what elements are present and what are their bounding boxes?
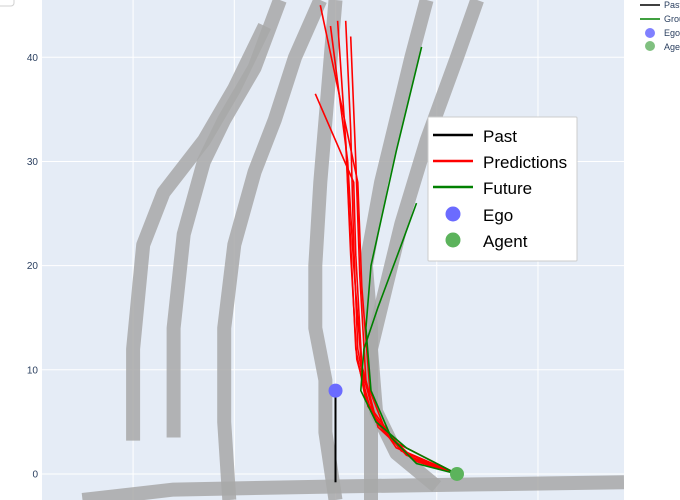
legend-label-future: Future [483, 179, 532, 198]
lane-segment [126, 22, 271, 441]
y-tick-label: 30 [27, 157, 39, 168]
legend-label-past: Past [483, 127, 517, 146]
side-legend-swatch-agent [645, 41, 655, 51]
side-legend-label-ground: Ground [664, 14, 680, 24]
legend-swatch-agent [445, 232, 461, 248]
lane-segment [166, 0, 287, 438]
agent-marker [449, 466, 464, 481]
legend-label-ego: Ego [483, 206, 513, 225]
y-tick-label: 0 [32, 469, 38, 480]
ego-marker [328, 383, 343, 398]
future-line [365, 46, 458, 475]
side-legend-swatch-ego [645, 28, 655, 38]
future-layer [359, 46, 458, 475]
lane-segment [308, 0, 343, 500]
prediction-line [344, 20, 458, 475]
future-line [359, 202, 458, 475]
y-axis-ticks: 0 10 20 30 40 [27, 53, 39, 481]
main-legend[interactable]: Past Predictions Future Ego Agent [427, 116, 578, 262]
modebar-button[interactable] [0, 0, 15, 7]
legend-box [427, 116, 578, 262]
y-tick-label: 40 [27, 53, 39, 64]
legend-label-predictions: Predictions [483, 153, 567, 172]
side-legend[interactable]: Past Ground Ego Agent [640, 0, 680, 52]
lane-segment [217, 0, 327, 500]
marker-layer [328, 383, 464, 481]
side-legend-label-past: Past [664, 0, 680, 10]
y-tick-label: 10 [27, 365, 39, 376]
legend-swatch-ego [445, 206, 461, 222]
legend-label-agent: Agent [483, 232, 528, 251]
prediction-line [319, 5, 458, 475]
side-legend-label-agent: Agent [664, 42, 680, 52]
y-tick-label: 20 [27, 261, 39, 272]
side-legend-label-ego: Ego [664, 28, 680, 38]
